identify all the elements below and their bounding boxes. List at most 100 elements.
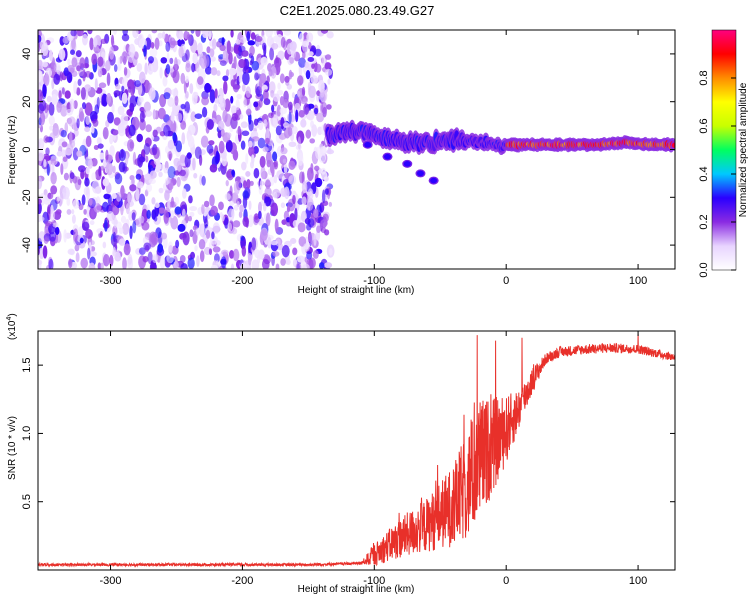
spectrogram-noise-blob	[113, 64, 118, 72]
spectrogram-x-tick-label: -300	[100, 275, 122, 287]
spectrogram-noise-blob	[205, 229, 211, 240]
spectrogram-noise-blob	[288, 141, 297, 148]
spectrogram-noise-blob	[241, 161, 247, 171]
spectrogram-secondary-blob	[364, 141, 372, 148]
spectrogram-noise-blob	[111, 193, 117, 200]
spectrogram-noise-blob	[85, 167, 90, 175]
spectrogram-noise-blob	[43, 159, 47, 168]
spectrogram-noise-blob	[121, 85, 125, 92]
spectrogram-noise-blob	[233, 204, 239, 211]
snr-x-tick-label: -100	[363, 575, 385, 587]
spectrogram-noise-blob	[259, 156, 266, 168]
spectrogram-noise-blob	[254, 72, 259, 81]
spectrogram-noise-blob	[291, 92, 295, 99]
spectrogram-noise-blob	[259, 179, 264, 190]
spectrogram-noise-blob	[303, 243, 310, 252]
snr-x-ticks: -300 -200 -100 0 100	[100, 331, 647, 587]
spectrogram-noise-blob	[145, 155, 149, 163]
spectrogram-noise-blob	[74, 244, 80, 252]
snr-series-line	[38, 333, 675, 568]
spectrogram-noise-blob	[100, 38, 107, 44]
spectrogram-noise-blob	[227, 222, 233, 232]
spectrogram-noise-blob	[67, 248, 75, 255]
spectrogram-noise-blob	[314, 177, 323, 188]
spectrogram-noise-blob	[226, 40, 231, 55]
spectrogram-noise-blob	[180, 120, 187, 130]
spectrogram-noise-blob	[318, 262, 325, 269]
spectrogram-noise-blob	[324, 188, 329, 195]
spectrogram-noise-blob	[51, 94, 58, 106]
spectrogram-noise-blob	[279, 107, 288, 115]
spectrogram-noise-blob	[82, 33, 88, 46]
spectrogram-noise-blob	[250, 32, 256, 40]
spectrogram-noise-blob	[243, 97, 247, 108]
spectrogram-noise-blob	[38, 103, 45, 114]
spectrogram-noise-blob	[270, 202, 279, 217]
spectrogram-noise-blob	[308, 85, 316, 99]
chart-title: C2E1.2025.080.23.49.G27	[280, 3, 435, 18]
spectrogram-noise-blob	[281, 219, 287, 225]
spectrogram-noise-blob	[321, 102, 328, 115]
spectrogram-y-tick-label: 0	[21, 146, 33, 152]
spectrogram-noise-blob	[217, 102, 225, 108]
spectrogram-noise-blob	[47, 192, 54, 200]
spectrogram-noise-blob	[79, 237, 84, 244]
spectrogram-noise-blob	[196, 76, 204, 85]
spectrogram-noise-blob	[39, 111, 46, 126]
spectrogram-noise-blob	[218, 201, 224, 211]
spectrogram-noise-blob	[122, 162, 128, 174]
spectrogram-noise-blob	[113, 216, 118, 229]
spectrogram-noise-blob	[76, 150, 83, 158]
spectrogram-noise-blob	[327, 146, 332, 154]
spectrogram-noise-blob	[230, 263, 235, 269]
spectrogram-noise-blob	[92, 118, 99, 127]
spectrogram-noise-blob	[81, 194, 86, 206]
spectrogram-noise-blob	[209, 48, 215, 58]
spectrogram-noise-blob	[285, 216, 291, 223]
spectrogram-noise-blob	[262, 89, 269, 101]
spectrogram-noise-blob	[257, 210, 262, 220]
spectrogram-noise-blob	[58, 90, 62, 100]
spectrogram-noise-blob	[157, 243, 164, 253]
spectrogram-noise-blob	[194, 113, 203, 119]
spectrogram-noise-blob	[321, 171, 328, 180]
spectrogram-noise-blob	[311, 124, 318, 137]
spectrogram-noise-blob	[71, 214, 76, 224]
spectrogram-noise-blob	[135, 188, 140, 201]
spectrogram-noise-blob	[241, 83, 246, 92]
spectrogram-noise-blob	[163, 124, 171, 137]
spectrogram-noise-blob	[238, 75, 242, 84]
spectrogram-noise-blob	[149, 47, 158, 58]
spectrogram-noise-blob	[151, 197, 156, 205]
spectrogram-noise-blob	[62, 156, 68, 162]
spectrogram-noise-blob	[289, 57, 295, 64]
spectrogram-noise-blob	[218, 95, 223, 104]
spectrogram-noise-blob	[280, 187, 288, 198]
spectrogram-noise-blob	[265, 212, 271, 227]
spectrogram-noise-blob	[251, 136, 260, 142]
colorbar-tick-label: 0.4	[698, 166, 710, 181]
spectrogram-noise-blob	[75, 50, 82, 58]
spectrogram-noise-blob	[214, 88, 218, 99]
spectrogram-noise-blob	[266, 75, 270, 84]
spectrogram-noise-blob	[62, 36, 70, 44]
spectrogram-noise-blob	[194, 146, 202, 159]
spectrogram-noise-blob	[163, 210, 170, 224]
spectrogram-noise-blob	[242, 71, 250, 86]
spectrogram-noise-blob	[61, 149, 66, 159]
spectrogram-noise-blob	[273, 191, 278, 199]
spectrogram-noise-blob	[280, 147, 288, 155]
snr-y-multiplier-base: (x10	[7, 320, 18, 340]
spectrogram-noise-blob	[228, 67, 237, 76]
spectrogram-noise-blob	[78, 107, 84, 121]
spectrogram-noise-blob	[263, 119, 268, 128]
spectrogram-noise-blob	[235, 99, 240, 111]
spectrogram-noise-blob	[38, 138, 45, 150]
spectrogram-noise-blob	[192, 157, 196, 171]
spectrogram-noise-blob	[276, 170, 285, 179]
spectrogram-noise-blob	[198, 239, 206, 250]
spectrogram-noise-blob	[61, 141, 68, 148]
spectrogram-noise-blob	[99, 152, 105, 160]
spectrogram-noise-blob	[321, 55, 326, 68]
snr-y-tick-label: 1.5	[21, 357, 33, 372]
